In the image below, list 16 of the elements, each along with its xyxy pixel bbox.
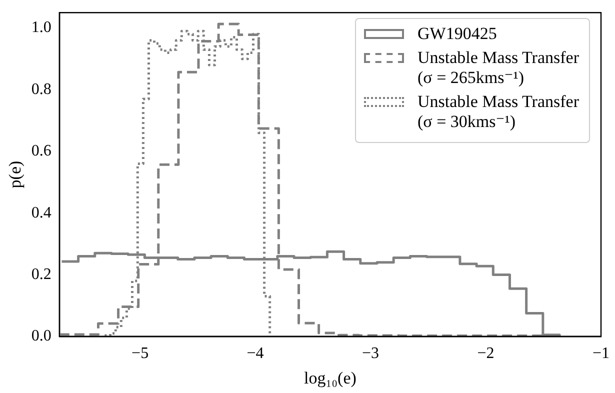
y-tick-label: 0.4 bbox=[31, 204, 52, 222]
legend-label: GW190425 bbox=[418, 24, 497, 44]
y-axis-title: p(e) bbox=[6, 160, 25, 188]
legend-label: Unstable Mass Transfer (σ = 265kms⁻¹) bbox=[418, 48, 579, 88]
x-tick-label: −3 bbox=[362, 345, 380, 362]
y-tick-label: 1.0 bbox=[31, 19, 52, 36]
x-axis-title: log₁₀(e) bbox=[304, 368, 356, 388]
legend-label: Unstable Mass Transfer (σ = 30kms⁻¹) bbox=[418, 92, 579, 132]
y-tick-label: 0.2 bbox=[31, 266, 52, 283]
x-tick-label: −5 bbox=[132, 345, 149, 362]
y-tick-label: 0.8 bbox=[31, 80, 52, 98]
x-tick-label: −2 bbox=[477, 345, 494, 362]
y-tick-label: 0.6 bbox=[31, 142, 52, 160]
x-tick-label: −1 bbox=[592, 345, 610, 362]
x-tick-label: −4 bbox=[246, 345, 264, 362]
y-tick-label: 0.0 bbox=[31, 328, 52, 345]
